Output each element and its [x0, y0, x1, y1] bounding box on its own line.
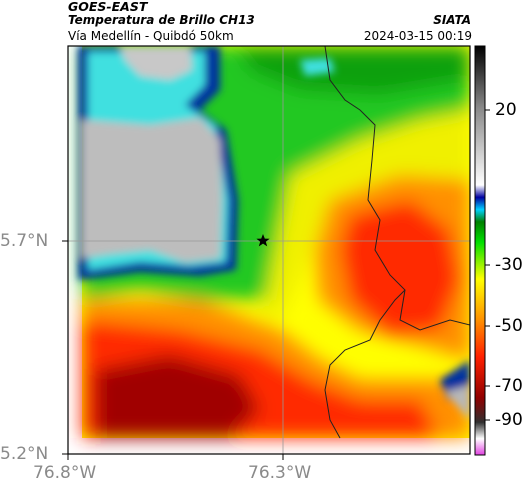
lon-label-1: 76.8°W [33, 463, 97, 483]
colorbar [474, 45, 486, 456]
department-border-south [324, 289, 406, 439]
cb-label-m70: -70 [495, 376, 523, 396]
lat-label-2: 5.2°N [0, 444, 49, 464]
lon-label-2: 76.3°W [248, 463, 312, 483]
lat-label-1: 5.7°N [0, 231, 49, 251]
map-border [67, 45, 471, 455]
star-marker [256, 234, 270, 247]
cb-label-m50: -50 [495, 316, 523, 336]
product-title: Temperatura de Brillo CH13 [68, 13, 255, 27]
satellite-name: GOES-EAST [68, 0, 148, 14]
datetime-label: 2024-03-15 00:19 [363, 29, 472, 43]
cb-label-20: 20 [495, 100, 517, 120]
department-border-east [324, 46, 470, 331]
cb-label-m30: -30 [495, 255, 523, 275]
region-label: Vía Medellín - Quibdó 50km [68, 29, 234, 43]
temperature-field [68, 46, 470, 454]
organization-label: SIATA [433, 13, 471, 27]
cb-label-m90: -90 [495, 410, 523, 430]
